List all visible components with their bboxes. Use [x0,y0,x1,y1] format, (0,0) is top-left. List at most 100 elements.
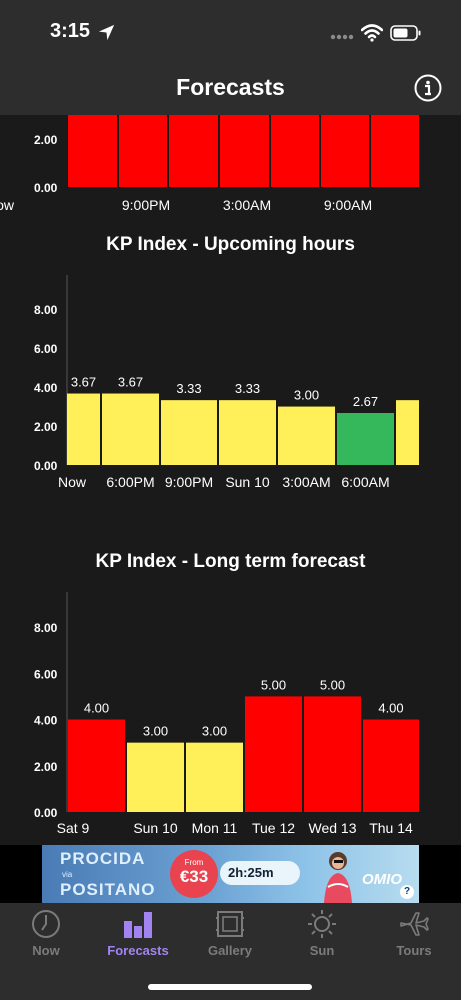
bar-value-label: 3.33 [235,381,260,396]
y-tick-label: 2.00 [34,760,58,774]
upcoming-chart-title: KP Index - Upcoming hours [106,234,355,255]
bar-value-label: 2.67 [353,394,378,409]
bar[interactable] [371,115,419,187]
x-tick-label: Tue 12 [252,820,295,836]
x-tick-label: 6:00AM [341,474,389,490]
x-tick-label: 3:00AM [282,474,330,490]
home-indicator [148,984,312,990]
y-tick-label: 4.00 [34,381,58,395]
cellular-signal-icon [330,34,354,40]
tab-gallery-label: Gallery [207,943,253,958]
bar[interactable] [161,400,217,465]
bar-value-label: 3.33 [176,381,201,396]
bar-value-label: 5.00 [320,677,345,692]
bar-value-label: 3.00 [294,388,319,403]
y-tick-label: 0.00 [34,806,58,820]
x-tick-label: 3:00AM [223,197,271,213]
ad-brand-logo: OMIO [362,871,402,888]
gallery-icon [216,911,244,937]
bar-value-label: 4.00 [84,701,109,716]
bar-chart-icon [124,912,152,938]
x-tick-label: 9:00AM [324,197,372,213]
bar[interactable] [245,696,302,812]
ad-person-image [324,852,352,903]
tab-now-label: Now [32,943,60,958]
x-tick-label: Now [58,474,87,490]
chart-upcoming: 0.00 2.00 4.00 6.00 8.00 3.67 Now 3.67 6:00PM 3.3… [34,275,419,490]
chart-recent: 0.00 2.00 9:00PM 3:00AM 9:00AM Now [0,115,419,213]
bar-value-label: 5.00 [261,677,286,692]
wifi-icon [361,24,383,42]
tab-tours-label: Tours [396,943,432,958]
bar-value-label: 4.00 [378,701,403,716]
bar[interactable] [396,400,419,465]
x-tick-label: 9:00PM [165,474,213,490]
ad-destination-to: POSITANO [60,880,156,899]
bar[interactable] [119,115,167,187]
tab-tours[interactable]: Tours [368,903,460,965]
bar-value-label: 3.00 [202,724,227,739]
battery-icon [390,25,421,41]
ad-destination-from: PROCIDA [60,849,146,868]
page-title: Forecasts [176,74,285,100]
x-tick-label: 6:00PM [106,474,154,490]
airplane-icon [400,912,429,936]
ad-banner: PROCIDA via POSITANO From €33 2h:25m OMI… [0,845,461,903]
clock-icon [32,910,60,938]
bar[interactable] [219,400,276,465]
y-tick-label: 2.00 [34,133,58,147]
bar-value-label: 3.00 [143,724,168,739]
y-tick-label: 0.00 [34,459,58,473]
bar[interactable] [363,719,419,812]
tab-sun[interactable]: Sun [276,903,368,965]
tab-sun-label: Sun [309,943,335,958]
y-tick-label: 8.00 [34,303,58,317]
bar[interactable] [278,406,335,465]
ad-duration-pill: 2h:25m [220,861,300,885]
bar[interactable] [304,696,361,812]
longterm-chart-title: KP Index - Long term forecast [95,551,366,572]
tab-now[interactable]: Now [0,903,92,965]
bar[interactable] [67,393,100,465]
ad-creative[interactable]: PROCIDA via POSITANO From €33 2h:25m OMI… [42,845,419,903]
x-tick-label: 9:00PM [122,197,170,213]
tab-gallery[interactable]: Gallery [184,903,276,965]
x-tick-label: Sun 10 [225,474,270,490]
bar[interactable] [321,115,369,187]
info-button[interactable] [414,74,442,102]
y-tick-label: 6.00 [34,667,58,681]
navigation-bar: Forecasts [0,62,461,115]
y-tick-label: 2.00 [34,420,58,434]
status-bar: 3:15 [0,0,461,62]
status-time: 3:15 [50,20,91,42]
ad-help-icon[interactable]: ? [400,885,414,899]
bar-value-label: 3.67 [71,375,96,390]
bar[interactable] [68,115,117,187]
x-tick-label: Now [0,197,15,213]
x-tick-label: Mon 11 [192,820,238,836]
x-tick-label: Sun 10 [133,820,178,836]
x-tick-label: Wed 13 [309,820,357,836]
bar[interactable] [220,115,269,187]
y-tick-label: 8.00 [34,621,58,635]
y-tick-label: 4.00 [34,714,58,728]
tab-forecasts-label: Forecasts [107,943,169,958]
bar[interactable] [68,719,125,812]
x-tick-label: Sat 9 [57,820,90,836]
bar[interactable] [102,393,159,465]
forecast-content[interactable]: 0.00 2.00 9:00PM 3:00AM 9:00AM Now KP Index -… [0,115,461,845]
x-tick-label: Thu 14 [369,820,413,836]
tab-forecasts[interactable]: Forecasts [92,903,184,965]
bar[interactable] [337,413,394,465]
bar[interactable] [169,115,218,187]
tab-bar: Now Forecasts Gallery Sun Tours [0,903,461,1000]
ad-via: via [62,870,73,879]
bar[interactable] [271,115,319,187]
location-arrow-icon [98,24,115,41]
bar[interactable] [127,742,184,812]
bar[interactable] [186,742,243,812]
bar-value-label: 3.67 [118,375,143,390]
y-tick-label: 6.00 [34,342,58,356]
chart-longterm: 0.00 2.00 4.00 6.00 8.00 4.00 Sat 9 3.00 Sun 10 3… [34,592,419,836]
sun-icon [308,910,336,938]
